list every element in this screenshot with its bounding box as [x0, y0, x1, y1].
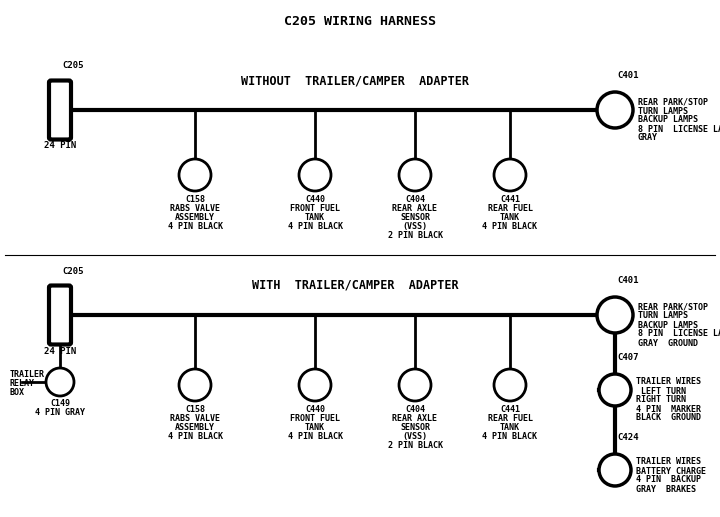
Text: C440: C440 [305, 195, 325, 204]
Circle shape [46, 368, 74, 396]
Text: TANK: TANK [500, 213, 520, 222]
Text: REAR PARK/STOP: REAR PARK/STOP [638, 98, 708, 107]
Text: TANK: TANK [305, 213, 325, 222]
Text: 8 PIN  LICENSE LAMPS: 8 PIN LICENSE LAMPS [638, 329, 720, 339]
Text: REAR FUEL: REAR FUEL [487, 204, 533, 213]
Circle shape [299, 369, 331, 401]
Text: RABS VALVE: RABS VALVE [170, 414, 220, 423]
Text: C401: C401 [617, 71, 639, 80]
Text: RELAY: RELAY [10, 379, 35, 388]
Text: 4 PIN BLACK: 4 PIN BLACK [287, 432, 343, 441]
Text: 4 PIN BLACK: 4 PIN BLACK [482, 222, 538, 231]
Text: REAR FUEL: REAR FUEL [487, 414, 533, 423]
Circle shape [599, 454, 631, 486]
Circle shape [179, 369, 211, 401]
Text: ASSEMBLY: ASSEMBLY [175, 423, 215, 432]
Text: BATTERY CHARGE: BATTERY CHARGE [636, 466, 706, 476]
Text: GRAY  GROUND: GRAY GROUND [638, 339, 698, 347]
Text: TURN LAMPS: TURN LAMPS [638, 312, 688, 321]
Text: BACKUP LAMPS: BACKUP LAMPS [638, 321, 698, 329]
Text: SENSOR: SENSOR [400, 213, 430, 222]
Circle shape [597, 297, 633, 333]
Circle shape [494, 369, 526, 401]
Text: REAR AXLE: REAR AXLE [392, 414, 438, 423]
FancyBboxPatch shape [49, 81, 71, 140]
Text: GRAY: GRAY [638, 133, 658, 143]
Circle shape [599, 374, 631, 406]
Text: 4 PIN BLACK: 4 PIN BLACK [287, 222, 343, 231]
Text: WITH  TRAILER/CAMPER  ADAPTER: WITH TRAILER/CAMPER ADAPTER [252, 278, 459, 291]
Text: TRAILER WIRES: TRAILER WIRES [636, 458, 701, 466]
Text: SENSOR: SENSOR [400, 423, 430, 432]
Text: WITHOUT  TRAILER/CAMPER  ADAPTER: WITHOUT TRAILER/CAMPER ADAPTER [241, 75, 469, 88]
Text: 4 PIN BLACK: 4 PIN BLACK [168, 432, 222, 441]
Text: BLACK  GROUND: BLACK GROUND [636, 414, 701, 422]
Text: FRONT FUEL: FRONT FUEL [290, 414, 340, 423]
Text: C441: C441 [500, 405, 520, 414]
FancyBboxPatch shape [49, 285, 71, 344]
Text: 4 PIN GRAY: 4 PIN GRAY [35, 408, 85, 417]
Circle shape [179, 159, 211, 191]
Text: RABS VALVE: RABS VALVE [170, 204, 220, 213]
Circle shape [299, 159, 331, 191]
Text: C424: C424 [617, 433, 639, 442]
Text: C149: C149 [50, 399, 70, 408]
Text: TANK: TANK [305, 423, 325, 432]
Text: C407: C407 [617, 353, 639, 362]
Text: ASSEMBLY: ASSEMBLY [175, 213, 215, 222]
Text: C404: C404 [405, 195, 425, 204]
Text: BOX: BOX [10, 388, 25, 397]
Text: C158: C158 [185, 195, 205, 204]
Text: 4 PIN BLACK: 4 PIN BLACK [168, 222, 222, 231]
Text: 4 PIN  BACKUP: 4 PIN BACKUP [636, 476, 701, 484]
Text: C401: C401 [617, 276, 639, 285]
Text: TRAILER: TRAILER [10, 370, 45, 379]
Text: BACKUP LAMPS: BACKUP LAMPS [638, 115, 698, 125]
Text: C205: C205 [62, 62, 84, 70]
Text: RIGHT TURN: RIGHT TURN [636, 396, 686, 404]
Text: 4 PIN  MARKER: 4 PIN MARKER [636, 404, 701, 414]
Text: 4 PIN BLACK: 4 PIN BLACK [482, 432, 538, 441]
Text: TRAILER WIRES: TRAILER WIRES [636, 377, 701, 387]
Text: 2 PIN BLACK: 2 PIN BLACK [387, 231, 443, 240]
Text: C205 WIRING HARNESS: C205 WIRING HARNESS [284, 15, 436, 28]
Circle shape [399, 369, 431, 401]
Text: 8 PIN  LICENSE LAMPS: 8 PIN LICENSE LAMPS [638, 125, 720, 133]
Text: C205: C205 [62, 266, 84, 276]
Circle shape [597, 92, 633, 128]
Text: TURN LAMPS: TURN LAMPS [638, 107, 688, 115]
Text: 24 PIN: 24 PIN [44, 142, 76, 150]
Text: FRONT FUEL: FRONT FUEL [290, 204, 340, 213]
Text: C404: C404 [405, 405, 425, 414]
Circle shape [399, 159, 431, 191]
Text: TANK: TANK [500, 423, 520, 432]
Text: 2 PIN BLACK: 2 PIN BLACK [387, 441, 443, 450]
Text: C440: C440 [305, 405, 325, 414]
Text: (VSS): (VSS) [402, 222, 428, 231]
Circle shape [494, 159, 526, 191]
Text: 24 PIN: 24 PIN [44, 346, 76, 356]
Text: C158: C158 [185, 405, 205, 414]
Text: LEFT TURN: LEFT TURN [636, 387, 686, 396]
Text: C441: C441 [500, 195, 520, 204]
Text: REAR AXLE: REAR AXLE [392, 204, 438, 213]
Text: GRAY  BRAKES: GRAY BRAKES [636, 484, 696, 494]
Text: (VSS): (VSS) [402, 432, 428, 441]
Text: REAR PARK/STOP: REAR PARK/STOP [638, 302, 708, 312]
